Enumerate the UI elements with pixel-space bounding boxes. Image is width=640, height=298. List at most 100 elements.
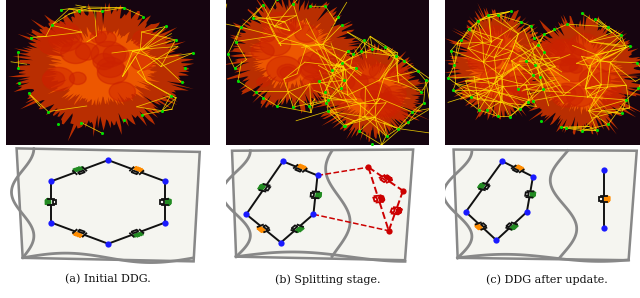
Circle shape — [301, 63, 321, 78]
Circle shape — [476, 79, 506, 101]
Circle shape — [548, 85, 561, 94]
Point — [320, 89, 330, 94]
Circle shape — [280, 67, 296, 78]
Point — [516, 20, 526, 24]
Polygon shape — [538, 31, 625, 115]
Circle shape — [504, 81, 536, 105]
Point — [348, 52, 358, 57]
Circle shape — [569, 34, 600, 56]
Circle shape — [380, 91, 403, 109]
Point — [339, 78, 349, 83]
Point — [528, 73, 538, 78]
Polygon shape — [445, 0, 640, 145]
Point — [333, 14, 344, 19]
Point — [520, 59, 531, 63]
Point — [556, 125, 566, 129]
Point — [223, 52, 233, 57]
Point — [483, 13, 493, 18]
Point — [625, 44, 635, 49]
Point — [288, 105, 298, 109]
Circle shape — [262, 13, 296, 37]
Circle shape — [554, 86, 576, 103]
Point — [14, 80, 24, 85]
Circle shape — [364, 91, 384, 106]
Circle shape — [479, 38, 498, 52]
Point — [590, 17, 600, 21]
Text: (c) DDG after update.: (c) DDG after update. — [486, 274, 608, 285]
Circle shape — [70, 72, 86, 85]
Point — [616, 32, 626, 37]
Point — [420, 78, 431, 83]
Polygon shape — [6, 0, 210, 145]
Circle shape — [388, 67, 409, 83]
Point — [493, 13, 504, 17]
Point — [339, 123, 349, 128]
Circle shape — [131, 54, 153, 70]
Polygon shape — [43, 24, 161, 106]
Point — [119, 118, 129, 123]
Point — [26, 35, 36, 40]
Circle shape — [76, 43, 99, 60]
Circle shape — [361, 84, 389, 105]
Circle shape — [470, 30, 489, 44]
Circle shape — [257, 77, 269, 86]
Circle shape — [300, 60, 328, 80]
Circle shape — [541, 39, 564, 57]
Point — [118, 5, 129, 10]
Point — [407, 109, 417, 114]
Circle shape — [481, 70, 500, 85]
Point — [446, 48, 456, 53]
Circle shape — [557, 42, 586, 64]
Point — [525, 24, 536, 28]
Polygon shape — [444, 3, 554, 120]
Circle shape — [43, 67, 74, 91]
Point — [416, 89, 426, 94]
Circle shape — [499, 47, 516, 60]
Point — [621, 97, 631, 102]
Circle shape — [392, 108, 407, 119]
Circle shape — [61, 41, 90, 63]
Circle shape — [473, 29, 504, 52]
Point — [562, 22, 572, 27]
Point — [534, 74, 545, 79]
Point — [137, 112, 147, 117]
Point — [53, 122, 63, 127]
Point — [456, 38, 467, 42]
Point — [259, 95, 269, 100]
Circle shape — [298, 56, 311, 66]
Circle shape — [602, 96, 618, 107]
Point — [505, 114, 515, 119]
Circle shape — [301, 51, 332, 74]
Point — [577, 11, 587, 16]
Point — [251, 89, 261, 94]
Point — [323, 109, 333, 114]
Point — [530, 62, 540, 67]
Point — [258, 2, 268, 7]
Point — [354, 129, 364, 134]
Point — [482, 108, 492, 112]
Circle shape — [477, 26, 512, 51]
Point — [272, 104, 282, 108]
Point — [577, 128, 587, 133]
Point — [633, 86, 640, 91]
Circle shape — [259, 30, 275, 42]
Point — [463, 27, 474, 32]
Circle shape — [290, 21, 303, 31]
Point — [506, 9, 516, 14]
Circle shape — [552, 83, 584, 107]
Polygon shape — [454, 150, 637, 260]
Point — [538, 87, 548, 91]
Circle shape — [348, 75, 379, 98]
Point — [393, 126, 403, 131]
Circle shape — [566, 87, 594, 107]
Circle shape — [604, 90, 625, 106]
Point — [188, 51, 198, 55]
Point — [413, 69, 423, 73]
Point — [138, 14, 148, 19]
Point — [177, 80, 187, 85]
Point — [272, 0, 282, 1]
Circle shape — [277, 64, 298, 80]
Circle shape — [49, 27, 82, 51]
Point — [13, 50, 23, 55]
Point — [180, 65, 190, 70]
